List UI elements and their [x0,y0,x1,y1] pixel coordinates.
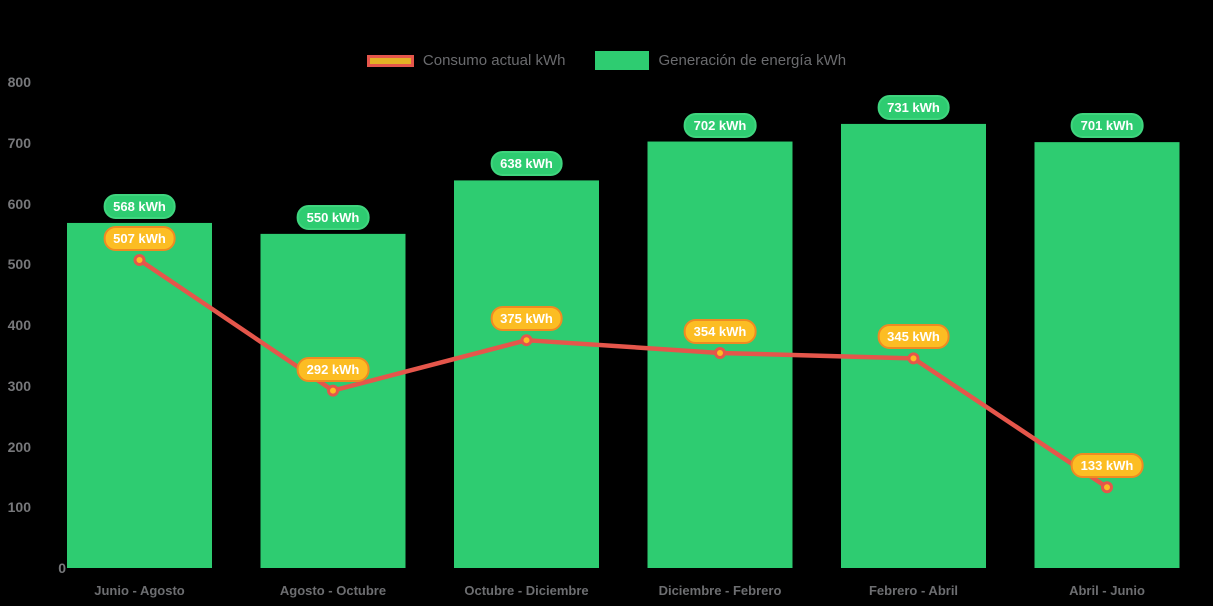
chart-legend: Consumo actual kWh Generación de energía… [0,51,1213,70]
y-axis-tick-label: 300 [7,377,31,394]
x-axis-label: Diciembre - Febrero [658,583,782,598]
bar-generacion[interactable] [454,180,599,569]
line-value-label: 133 kWh [1070,453,1144,479]
bar-value-label: 731 kWh [877,94,950,120]
line-point[interactable] [133,253,146,266]
line-value-label: 375 kWh [490,306,563,332]
legend-item-consumo[interactable]: Consumo actual kWh [366,52,566,69]
line-point[interactable] [714,346,726,359]
y-axis-tick-label: 700 [7,134,31,151]
legend-label-consumo: Consumo actual kWh [422,52,566,69]
line-point[interactable] [327,384,339,397]
y-axis-tick-label: 400 [7,317,31,333]
bar-value-label: 568 kWh [103,193,176,219]
x-axis-label: Agosto - Octubre [279,583,387,598]
bar-value-label: 550 kWh [296,204,370,230]
bar-value-label: 638 kWh [490,151,563,177]
x-axis-label: Octubre - Diciembre [464,583,589,598]
x-axis-label: Febrero - Abril [868,583,959,598]
y-axis-tick-label: 200 [7,438,31,455]
y-axis-tick-label: 100 [7,499,31,516]
x-axis-label: Abril - Junio [1069,583,1145,598]
line-value-label: 507 kWh [103,225,176,251]
line-value-label: 354 kWh [683,318,757,344]
legend-label-generacion: Generación de energía kWh [658,52,847,69]
bar-generacion[interactable] [1034,142,1180,568]
y-axis-tick-label: 600 [7,195,31,212]
line-value-label: 292 kWh [296,356,370,382]
bar-generacion[interactable] [260,233,406,568]
legend-item-generacion[interactable]: Generación de energía kWh [595,51,846,70]
legend-swatch-generacion-bar [595,51,650,70]
bar-value-label: 701 kWh [1070,113,1144,139]
y-axis-tick-label: 800 [7,74,31,90]
x-axis-label: Junio - Agosto [94,583,185,598]
legend-swatch-consumo-line [366,54,414,67]
line-point[interactable] [1101,481,1113,494]
line-point[interactable] [520,334,533,347]
y-axis-tick-label: 500 [7,256,31,273]
line-point[interactable] [907,352,920,365]
bar-value-label: 702 kWh [683,112,757,138]
bar-generacion[interactable] [67,222,212,568]
y-axis-tick-label: 0 [58,560,66,576]
line-value-label: 345 kWh [877,324,950,350]
